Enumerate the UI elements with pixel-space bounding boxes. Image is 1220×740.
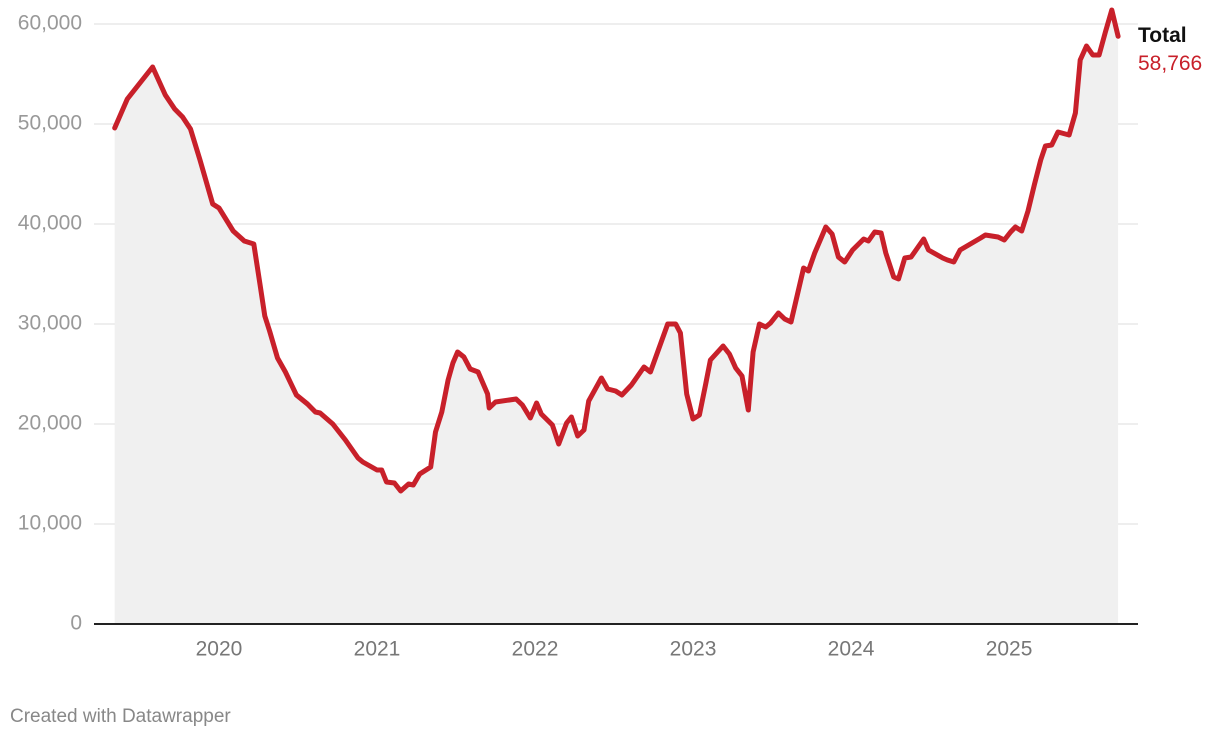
value-label: 58,766 xyxy=(1138,52,1202,75)
y-tick-label: 0 xyxy=(70,612,82,635)
y-tick-label: 40,000 xyxy=(18,212,82,235)
x-tick-label: 2025 xyxy=(986,638,1033,661)
y-tick-label: 20,000 xyxy=(18,412,82,435)
x-tick-label: 2023 xyxy=(670,638,717,661)
x-tick-label: 2024 xyxy=(828,638,875,661)
x-tick-label: 2021 xyxy=(354,638,401,661)
legend-label: Total xyxy=(1138,24,1187,47)
x-tick-label: 2022 xyxy=(512,638,559,661)
area xyxy=(114,10,1119,624)
y-tick-label: 50,000 xyxy=(18,112,82,135)
line xyxy=(112,7,1121,494)
x-tick-label: 2020 xyxy=(196,638,243,661)
y-tick-label: 60,000 xyxy=(18,12,82,35)
credit: Created with Datawrapper xyxy=(10,706,231,727)
y-tick-label: 30,000 xyxy=(18,312,82,335)
y-tick-label: 10,000 xyxy=(18,512,82,535)
